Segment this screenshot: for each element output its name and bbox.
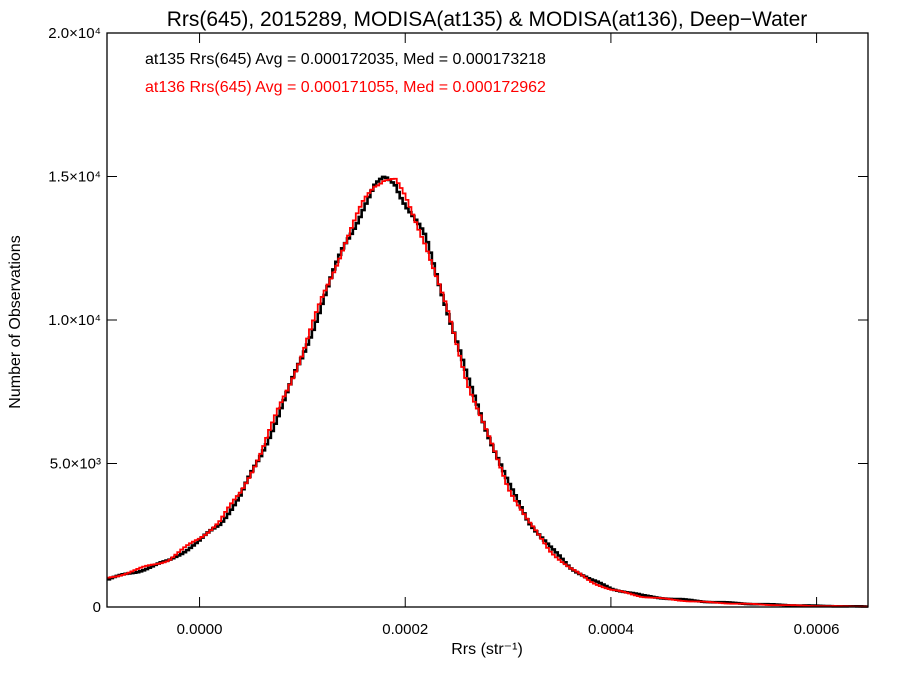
chart-title: Rrs(645), 2015289, MODISA(at135) & MODIS…: [167, 8, 808, 31]
x-tick-label: 0.0000: [177, 621, 223, 638]
y-tick-label: 2.0×10⁴: [48, 25, 101, 42]
x-tick-label: 0.0004: [588, 621, 634, 638]
x-tick-label: 0.0002: [382, 621, 428, 638]
x-axis-ticks: 0.0000 0.0002 0.0004 0.0006: [177, 33, 840, 638]
y-tick-label: 0: [93, 599, 101, 616]
plot-frame: [106, 32, 869, 608]
annotation-at135: at135 Rrs(645) Avg = 0.000172035, Med = …: [145, 51, 546, 68]
annotation-at136: at136 Rrs(645) Avg = 0.000171055, Med = …: [145, 79, 546, 96]
x-tick-label: 0.0006: [794, 621, 840, 638]
y-tick-label: 5.0×10³: [50, 456, 101, 473]
y-axis-label: Number of Observations: [7, 235, 24, 408]
series-layer: [107, 175, 868, 608]
histogram-series-at135: [107, 175, 868, 608]
x-axis-label: Rrs (str⁻¹): [451, 641, 523, 658]
histogram-series-at136: [107, 177, 868, 608]
y-tick-label: 1.0×10⁴: [48, 312, 101, 329]
y-tick-label: 1.5×10⁴: [48, 169, 101, 186]
y-axis-ticks: 0 5.0×10³ 1.0×10⁴ 1.5×10⁴ 2.0×10⁴: [48, 25, 868, 616]
